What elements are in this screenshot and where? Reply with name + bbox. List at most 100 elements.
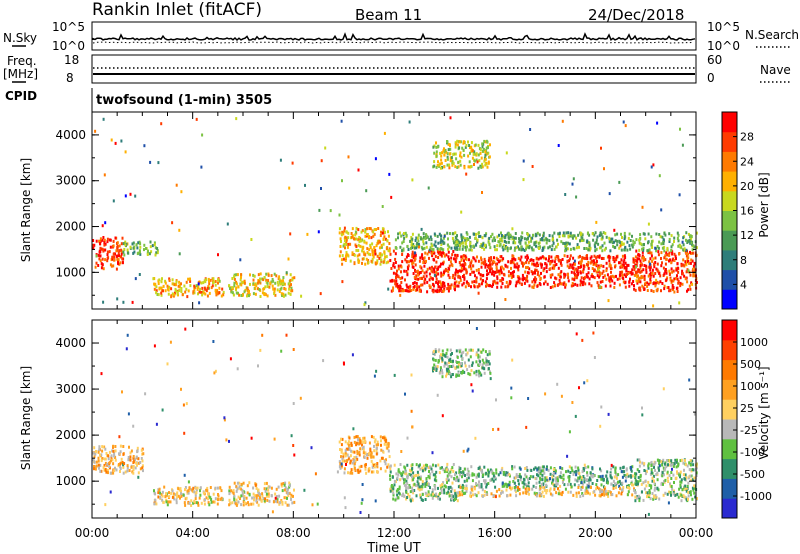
velocity-cell [262,497,265,501]
power-cell [518,281,521,285]
station-title: Rankin Inlet (fitACF) [92,0,262,20]
velocity-cell [446,474,449,478]
power-cell [649,275,652,279]
power-cell [381,253,383,257]
power-cell [655,249,658,253]
power-cell [408,120,411,124]
velocity-cell [280,500,283,504]
power-cell [502,267,505,271]
power-cell [443,147,445,151]
velocity-cell [441,349,444,353]
power-cell [623,273,626,277]
power-cell [423,271,426,275]
power-cell [523,262,526,266]
power-cell [636,270,639,274]
velocity-cell [557,487,559,491]
power-cell [462,275,464,278]
power-cell [567,241,569,245]
velocity-cell [103,457,106,461]
velocity-cell [108,450,111,454]
power-cell [517,256,520,260]
power-cell [600,286,603,289]
power-cell [652,274,655,278]
power-cell [404,231,407,235]
velocity-cell [461,483,464,487]
power-cell [669,276,672,280]
power-cell [385,247,388,251]
power-cell [675,257,677,261]
power-cell [661,261,663,265]
power-cell [687,256,690,260]
power-cell [189,279,192,283]
velocity-cell [175,498,178,502]
power-cell [132,246,135,250]
velocity-cell [241,491,244,495]
velocity-cell [399,463,402,466]
power-cell [392,262,395,266]
power-cell [282,294,285,298]
velocity-cell [411,489,414,493]
velocity-cell [117,463,120,466]
velocity-cell [679,480,682,484]
power-cell [643,256,645,260]
power-cell [485,139,488,143]
velocity-cell [618,485,621,488]
velocity-cell [416,484,419,488]
power-cell [493,279,496,283]
power-cell [589,246,592,250]
power-cell [354,230,357,234]
power-cell [599,280,602,284]
power-cell [290,286,293,290]
velocity-cell [641,406,643,410]
power-cell [99,237,102,241]
velocity-cell [657,488,660,492]
velocity-cell [667,480,670,483]
power-cell [657,253,660,257]
power-cell [404,278,406,282]
velocity-cell [391,489,394,493]
velocity-cell [693,491,696,495]
velocity-cell [691,497,694,501]
velocity-cell [281,489,284,493]
velocity-cell [511,465,514,469]
power-cell [517,276,520,280]
velocity-cell [478,374,481,378]
power-cell [366,247,369,251]
velocity-cell [562,481,564,484]
power-cell [505,264,507,268]
power-cell [530,246,533,250]
velocity-cell [177,487,180,491]
power-cell [143,243,146,247]
power-cell [271,284,274,288]
power-cell [343,242,346,246]
power-cell [499,269,501,273]
velocity-cell [683,468,685,472]
power-cell [650,289,653,293]
velocity-cell [429,465,432,469]
power-cell [478,159,481,163]
power-cell [487,272,490,276]
velocity-cell [346,442,349,446]
velocity-cell [409,490,412,494]
velocity-cell [420,487,423,491]
power-cell [283,287,286,290]
power-cell [530,270,533,274]
power-cell [609,284,612,288]
velocity-cell [518,473,521,477]
velocity-cell [638,499,641,503]
velocity-cell [439,491,441,495]
power-cell [362,245,365,249]
power-colorbar-tick-label: 24 [740,155,754,168]
power-cell [215,288,218,292]
velocity-cell [247,503,250,507]
velocity-cell [515,473,518,477]
power-cell [388,249,391,253]
power-cell [695,246,698,250]
power-cell [487,161,490,165]
power-cell [273,287,276,291]
velocity-cell [431,470,434,474]
power-cell [639,276,642,280]
power-cell [411,255,414,259]
power-cell [481,142,484,146]
power-cell [416,269,419,273]
